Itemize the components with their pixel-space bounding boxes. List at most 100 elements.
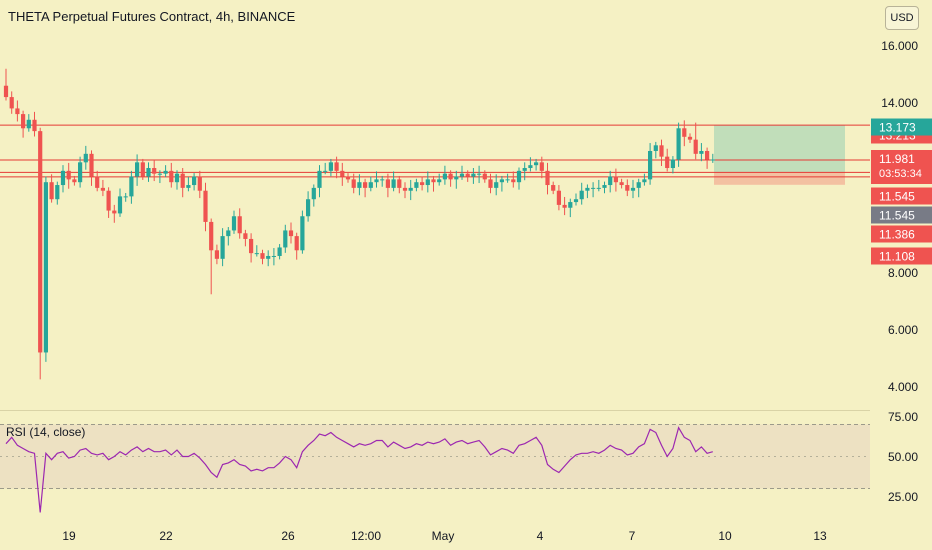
candle-body: [334, 162, 339, 171]
candle-body: [414, 182, 419, 188]
candle-body: [619, 182, 624, 186]
candle-body: [630, 187, 636, 191]
time-axis-tick: 26: [281, 529, 295, 543]
candle-body: [197, 176, 202, 191]
candle-body: [710, 159, 715, 161]
candle-body: [613, 176, 618, 183]
candle-body: [26, 119, 31, 129]
candle-body: [687, 136, 693, 140]
candle-body: [300, 216, 305, 251]
rsi-indicator-label[interactable]: RSI (14, close): [6, 425, 86, 439]
candle-body: [243, 233, 248, 239]
candle-body: [425, 179, 430, 186]
candle-body: [95, 176, 100, 188]
candle-body: [66, 170, 71, 180]
candle-body: [186, 185, 191, 188]
candle-body: [402, 187, 408, 191]
target-zone[interactable]: [714, 125, 845, 173]
candle-body: [317, 170, 322, 188]
time-axis-tick: 12:00: [350, 529, 382, 543]
candle-body: [545, 170, 550, 186]
candle-body: [163, 170, 168, 174]
candle-body: [152, 168, 157, 174]
candle-body: [345, 176, 351, 180]
candle-body: [608, 176, 613, 186]
candle-body: [437, 179, 442, 183]
candle-body: [454, 176, 459, 180]
candle-body: [83, 153, 88, 163]
candle-body: [294, 236, 299, 251]
candle-body: [271, 255, 276, 257]
price-label-last: 11.981 03:53:34: [871, 150, 932, 184]
candle-body: [21, 114, 26, 129]
candle-body: [636, 182, 641, 188]
price-axis-tick: 8.000: [887, 266, 918, 280]
candle-body: [340, 170, 345, 177]
candle-body: [311, 187, 316, 200]
candle-body: [180, 173, 185, 188]
candle-body: [482, 173, 487, 180]
candle-body: [220, 236, 225, 259]
candle-body: [112, 210, 117, 214]
candle-body: [100, 187, 105, 191]
candle-body: [43, 182, 48, 353]
candle-body: [146, 168, 151, 177]
countdown-timer: 03:53:34: [879, 168, 922, 180]
candle-body: [174, 173, 180, 183]
candle-body: [665, 156, 670, 169]
time-axis-tick: 19: [62, 529, 76, 543]
time-axis-tick: 13: [813, 529, 827, 543]
candle-body: [283, 230, 288, 248]
candle-body: [60, 170, 66, 186]
time-axis-tick: May: [431, 529, 455, 543]
rsi-axis-tick: 75.00: [887, 409, 918, 424]
candle-body: [670, 159, 675, 169]
price-label-entry: 11.545: [871, 206, 932, 224]
candle-body: [397, 179, 402, 188]
candle-body: [368, 182, 373, 188]
candle-body: [653, 145, 658, 151]
candle-body: [363, 182, 368, 188]
candle-body: [511, 179, 516, 183]
candle-body: [72, 179, 77, 183]
price-label-stop: 11.108: [871, 247, 932, 265]
candle-body: [499, 179, 504, 183]
stop-zone[interactable]: [714, 172, 845, 185]
candle-body: [505, 179, 510, 181]
candle-body: [602, 185, 607, 188]
candle-body: [192, 176, 197, 186]
candle-body: [328, 162, 333, 171]
candle-body: [522, 168, 527, 171]
price-axis-tick: 14.000: [881, 95, 918, 110]
candle-body: [140, 162, 145, 177]
candle-body: [705, 150, 710, 160]
candle-body: [591, 187, 596, 189]
candle-body: [32, 119, 37, 132]
candle-body: [306, 199, 311, 217]
candle-body: [15, 108, 20, 115]
candle-body: [38, 131, 43, 353]
candle-body: [3, 85, 9, 98]
candle-body: [49, 182, 54, 200]
price-label-line: 11.386: [871, 225, 932, 243]
currency-button[interactable]: USD: [885, 6, 919, 30]
candle-body: [249, 238, 254, 254]
candle-body: [78, 162, 83, 183]
time-axis-tick: 22: [159, 529, 173, 543]
candle-body: [129, 176, 134, 197]
candle-body: [459, 173, 465, 177]
candle-body: [431, 179, 436, 183]
candle-body: [89, 153, 94, 177]
candle-body: [106, 190, 111, 211]
candle-body: [528, 165, 533, 169]
candle-body: [477, 173, 482, 175]
candle-body: [266, 255, 271, 259]
time-axis-tick: 7: [628, 529, 636, 543]
candle-body: [391, 179, 396, 188]
candle-body: [117, 196, 123, 214]
candle-body: [625, 185, 630, 191]
candle-body: [516, 170, 522, 183]
candle-body: [357, 182, 362, 188]
rsi-axis-tick: 50.00: [887, 449, 918, 464]
